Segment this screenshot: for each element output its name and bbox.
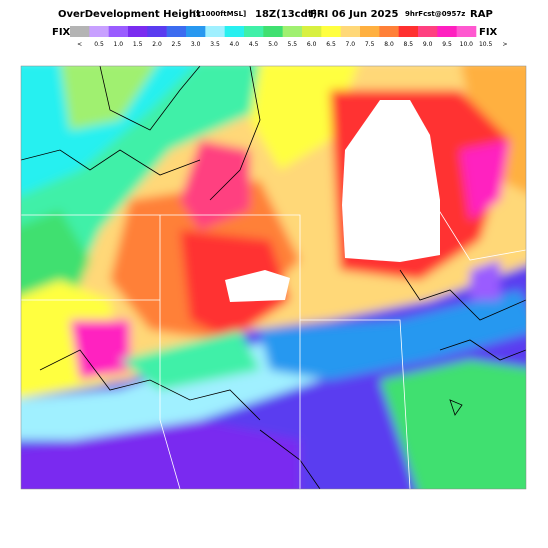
legend-label: 4.0: [230, 41, 240, 48]
legend-swatch: [340, 26, 361, 37]
legend-swatch: [263, 26, 283, 37]
legend-label: 3.0: [191, 41, 201, 48]
legend-swatch: [398, 26, 419, 37]
state-lines: [21, 179, 526, 489]
above-scale-area: [225, 270, 290, 302]
legend-label: 6.0: [307, 41, 317, 48]
legend-label: 2.0: [152, 41, 162, 48]
legend-label: 5.5: [288, 41, 298, 48]
legend-label: 1.5: [133, 41, 143, 48]
legend-label: 9.5: [442, 41, 452, 48]
legend-swatch: [321, 26, 341, 37]
legend-swatch: [128, 26, 148, 37]
legend-label: 2.5: [172, 41, 182, 48]
legend-left: FIX: [52, 27, 71, 38]
legend-label: <: [77, 41, 82, 48]
legend-label: 8.0: [384, 41, 394, 48]
legend-swatch: [379, 26, 399, 37]
title-part: 18Z(13cdt): [255, 9, 317, 20]
legend-swatch: [437, 26, 457, 37]
title-part: [x1000ftMSL]: [193, 10, 246, 18]
legend-swatch: [166, 26, 187, 37]
legend-label: 1.0: [114, 41, 124, 48]
title-part: OverDevelopment Height: [58, 9, 201, 20]
header: OverDevelopment Height [x1000ftMSL] 18Z(…: [52, 9, 498, 38]
legend-swatch: [302, 26, 322, 37]
map-frame: [20, 65, 527, 490]
legend-label: 10.0: [460, 41, 474, 48]
legend-swatch: [70, 26, 90, 37]
legend-label: 4.5: [249, 41, 259, 48]
title-part: FRI 06 Jun 2025: [310, 9, 398, 20]
above-scale-area: [342, 100, 440, 262]
legend-label: 9.0: [423, 41, 433, 48]
county-outlines: [21, 66, 526, 489]
map: [21, 66, 526, 489]
legend-label: 6.5: [326, 41, 336, 48]
colorbar: <0.5 1.0 1.5 2.0 2.5 3.0 3.5 4.0 4.5 5.0 5.5 6.0 6.5…: [70, 26, 508, 48]
title-part: RAP: [470, 9, 493, 20]
title-part: 9hrFcst@0957z: [405, 10, 465, 18]
legend-swatch: [186, 26, 206, 37]
legend-swatch: [360, 26, 380, 37]
legend-swatch: [205, 26, 225, 37]
legend-swatch: [282, 26, 303, 37]
legend-swatch: [89, 26, 109, 37]
legend-right: FIX: [479, 27, 498, 38]
legend-label: 5.0: [268, 41, 278, 48]
legend-label: 7.0: [346, 41, 356, 48]
legend-label: 8.5: [404, 41, 414, 48]
legend-swatch: [456, 26, 477, 37]
legend-label: 10.5: [479, 41, 493, 48]
legend-swatch: [108, 26, 129, 37]
legend-label: 7.5: [365, 41, 375, 48]
legend-label: 0.5: [94, 41, 104, 48]
legend-swatch: [418, 26, 438, 37]
field: [21, 66, 526, 489]
legend-label: >: [502, 41, 507, 48]
legend-swatch: [244, 26, 264, 37]
legend-swatch: [224, 26, 245, 37]
legend-swatch: [147, 26, 167, 37]
legend-label: 3.5: [210, 41, 220, 48]
